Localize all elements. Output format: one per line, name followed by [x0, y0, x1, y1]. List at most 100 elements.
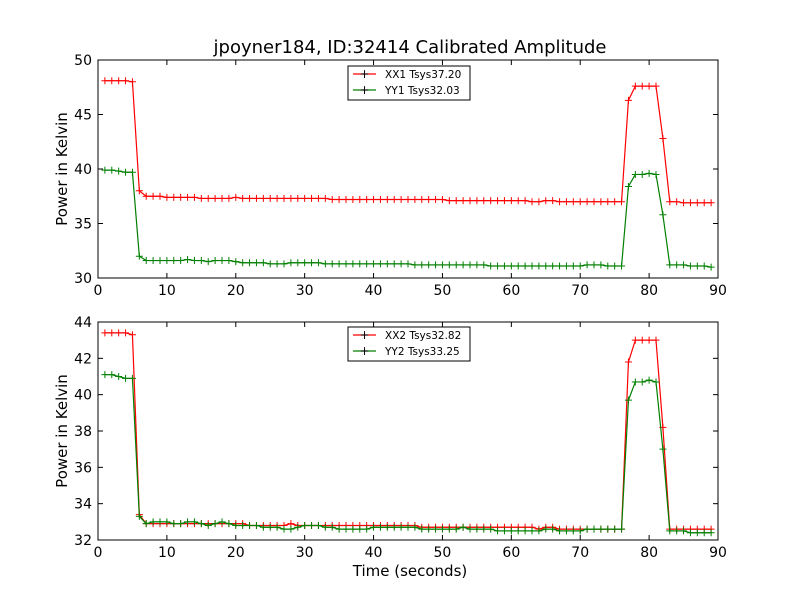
top-data-point — [445, 261, 453, 269]
bottom-data-point — [445, 525, 453, 533]
top-data-point — [308, 194, 316, 202]
top-data-point — [556, 198, 564, 206]
bottom-y-tick-label: 36 — [74, 460, 92, 476]
top-data-point — [473, 197, 481, 205]
top-data-point — [115, 77, 123, 85]
top-data-point — [500, 197, 508, 205]
top-data-point — [418, 261, 426, 269]
bottom-data-point — [301, 521, 309, 529]
top-data-point — [514, 197, 522, 205]
bottom-data-point — [101, 329, 109, 337]
bottom-data-point — [583, 525, 591, 533]
top-data-point — [659, 134, 667, 142]
top-data-point — [487, 262, 495, 270]
bottom-data-point — [156, 518, 164, 526]
top-data-point — [466, 197, 474, 205]
bottom-x-tick-label: 50 — [434, 545, 452, 561]
bottom-legend: + XX2 Tsys32.82 + YY2 Tsys33.25 — [347, 326, 471, 362]
top-data-point — [618, 262, 626, 270]
bottom-data-point — [556, 527, 564, 535]
top-data-point — [363, 196, 371, 204]
top-data-point — [397, 260, 405, 268]
top-data-point — [259, 259, 267, 267]
top-data-point — [370, 260, 378, 268]
bottom-data-point — [321, 523, 329, 531]
top-data-point — [142, 257, 150, 265]
bottom-data-point — [707, 529, 715, 537]
top-data-point — [232, 258, 240, 266]
bottom-data-point — [666, 527, 674, 535]
bottom-data-point — [514, 527, 522, 535]
top-data-point — [259, 194, 267, 202]
top-data-point — [480, 197, 488, 205]
top-data-point — [652, 82, 660, 90]
bottom-data-point — [604, 525, 612, 533]
top-data-point — [122, 77, 130, 85]
top-data-point — [128, 168, 136, 176]
bottom-data-point — [624, 358, 632, 366]
top-data-point — [335, 260, 343, 268]
top-data-point — [631, 82, 639, 90]
top-data-point — [363, 260, 371, 268]
top-data-point — [652, 170, 660, 178]
bottom-data-point — [466, 525, 474, 533]
top-data-point — [542, 262, 550, 270]
top-data-point — [349, 196, 357, 204]
top-data-point — [569, 262, 577, 270]
bottom-data-point — [645, 336, 653, 344]
top-data-point — [170, 193, 178, 201]
bottom-x-tick-label: 80 — [640, 545, 658, 561]
top-data-point — [438, 196, 446, 204]
top-data-point — [659, 211, 667, 219]
bottom-data-point — [521, 527, 529, 535]
top-data-point — [115, 167, 123, 175]
top-x-tick-label: 60 — [502, 283, 520, 299]
bottom-data-point — [239, 521, 247, 529]
bottom-data-point — [404, 523, 412, 531]
bottom-x-tick-label: 60 — [502, 545, 520, 561]
bottom-data-point — [142, 520, 150, 528]
bottom-data-point — [638, 378, 646, 386]
bottom-data-point — [494, 527, 502, 535]
top-data-point — [266, 194, 274, 202]
top-data-point — [218, 257, 226, 265]
bottom-legend-label-xx2: XX2 Tsys32.82 — [385, 330, 461, 342]
bottom-data-point — [218, 518, 226, 526]
top-panel: 0 10 20 30 40 50 60 70 80 90 30 35 40 45 50 Power in K… — [53, 53, 727, 299]
bottom-data-point — [177, 520, 185, 528]
top-data-point — [680, 261, 688, 269]
bottom-x-tick-label: 90 — [709, 545, 727, 561]
top-data-point — [170, 257, 178, 265]
bottom-data-point — [673, 527, 681, 535]
bottom-data-point — [376, 523, 384, 531]
bottom-data-point — [418, 525, 426, 533]
top-data-point — [356, 260, 364, 268]
top-data-point — [487, 197, 495, 205]
top-data-point — [680, 199, 688, 207]
bottom-data-point — [128, 331, 136, 339]
top-data-point — [177, 257, 185, 265]
top-data-point — [707, 199, 715, 207]
top-data-point — [521, 197, 529, 205]
bottom-data-point — [562, 527, 570, 535]
top-x-tick-label: 70 — [571, 283, 589, 299]
top-data-point — [204, 194, 212, 202]
bottom-y-tick-label: 42 — [74, 351, 92, 367]
top-data-point — [287, 259, 295, 267]
bottom-data-point — [390, 523, 398, 531]
svg-text:+: + — [359, 67, 369, 81]
bottom-data-point — [190, 518, 198, 526]
bottom-data-point — [569, 527, 577, 535]
top-data-point — [418, 196, 426, 204]
top-data-point — [604, 198, 612, 206]
bottom-data-point — [425, 525, 433, 533]
top-data-point — [390, 260, 398, 268]
bottom-data-point — [542, 525, 550, 533]
bottom-data-point — [252, 521, 260, 529]
top-x-tick-label: 0 — [94, 283, 103, 299]
top-data-point — [700, 262, 708, 270]
bottom-x-tick-label: 40 — [365, 545, 383, 561]
bottom-data-point — [480, 525, 488, 533]
bottom-data-point — [273, 523, 281, 531]
